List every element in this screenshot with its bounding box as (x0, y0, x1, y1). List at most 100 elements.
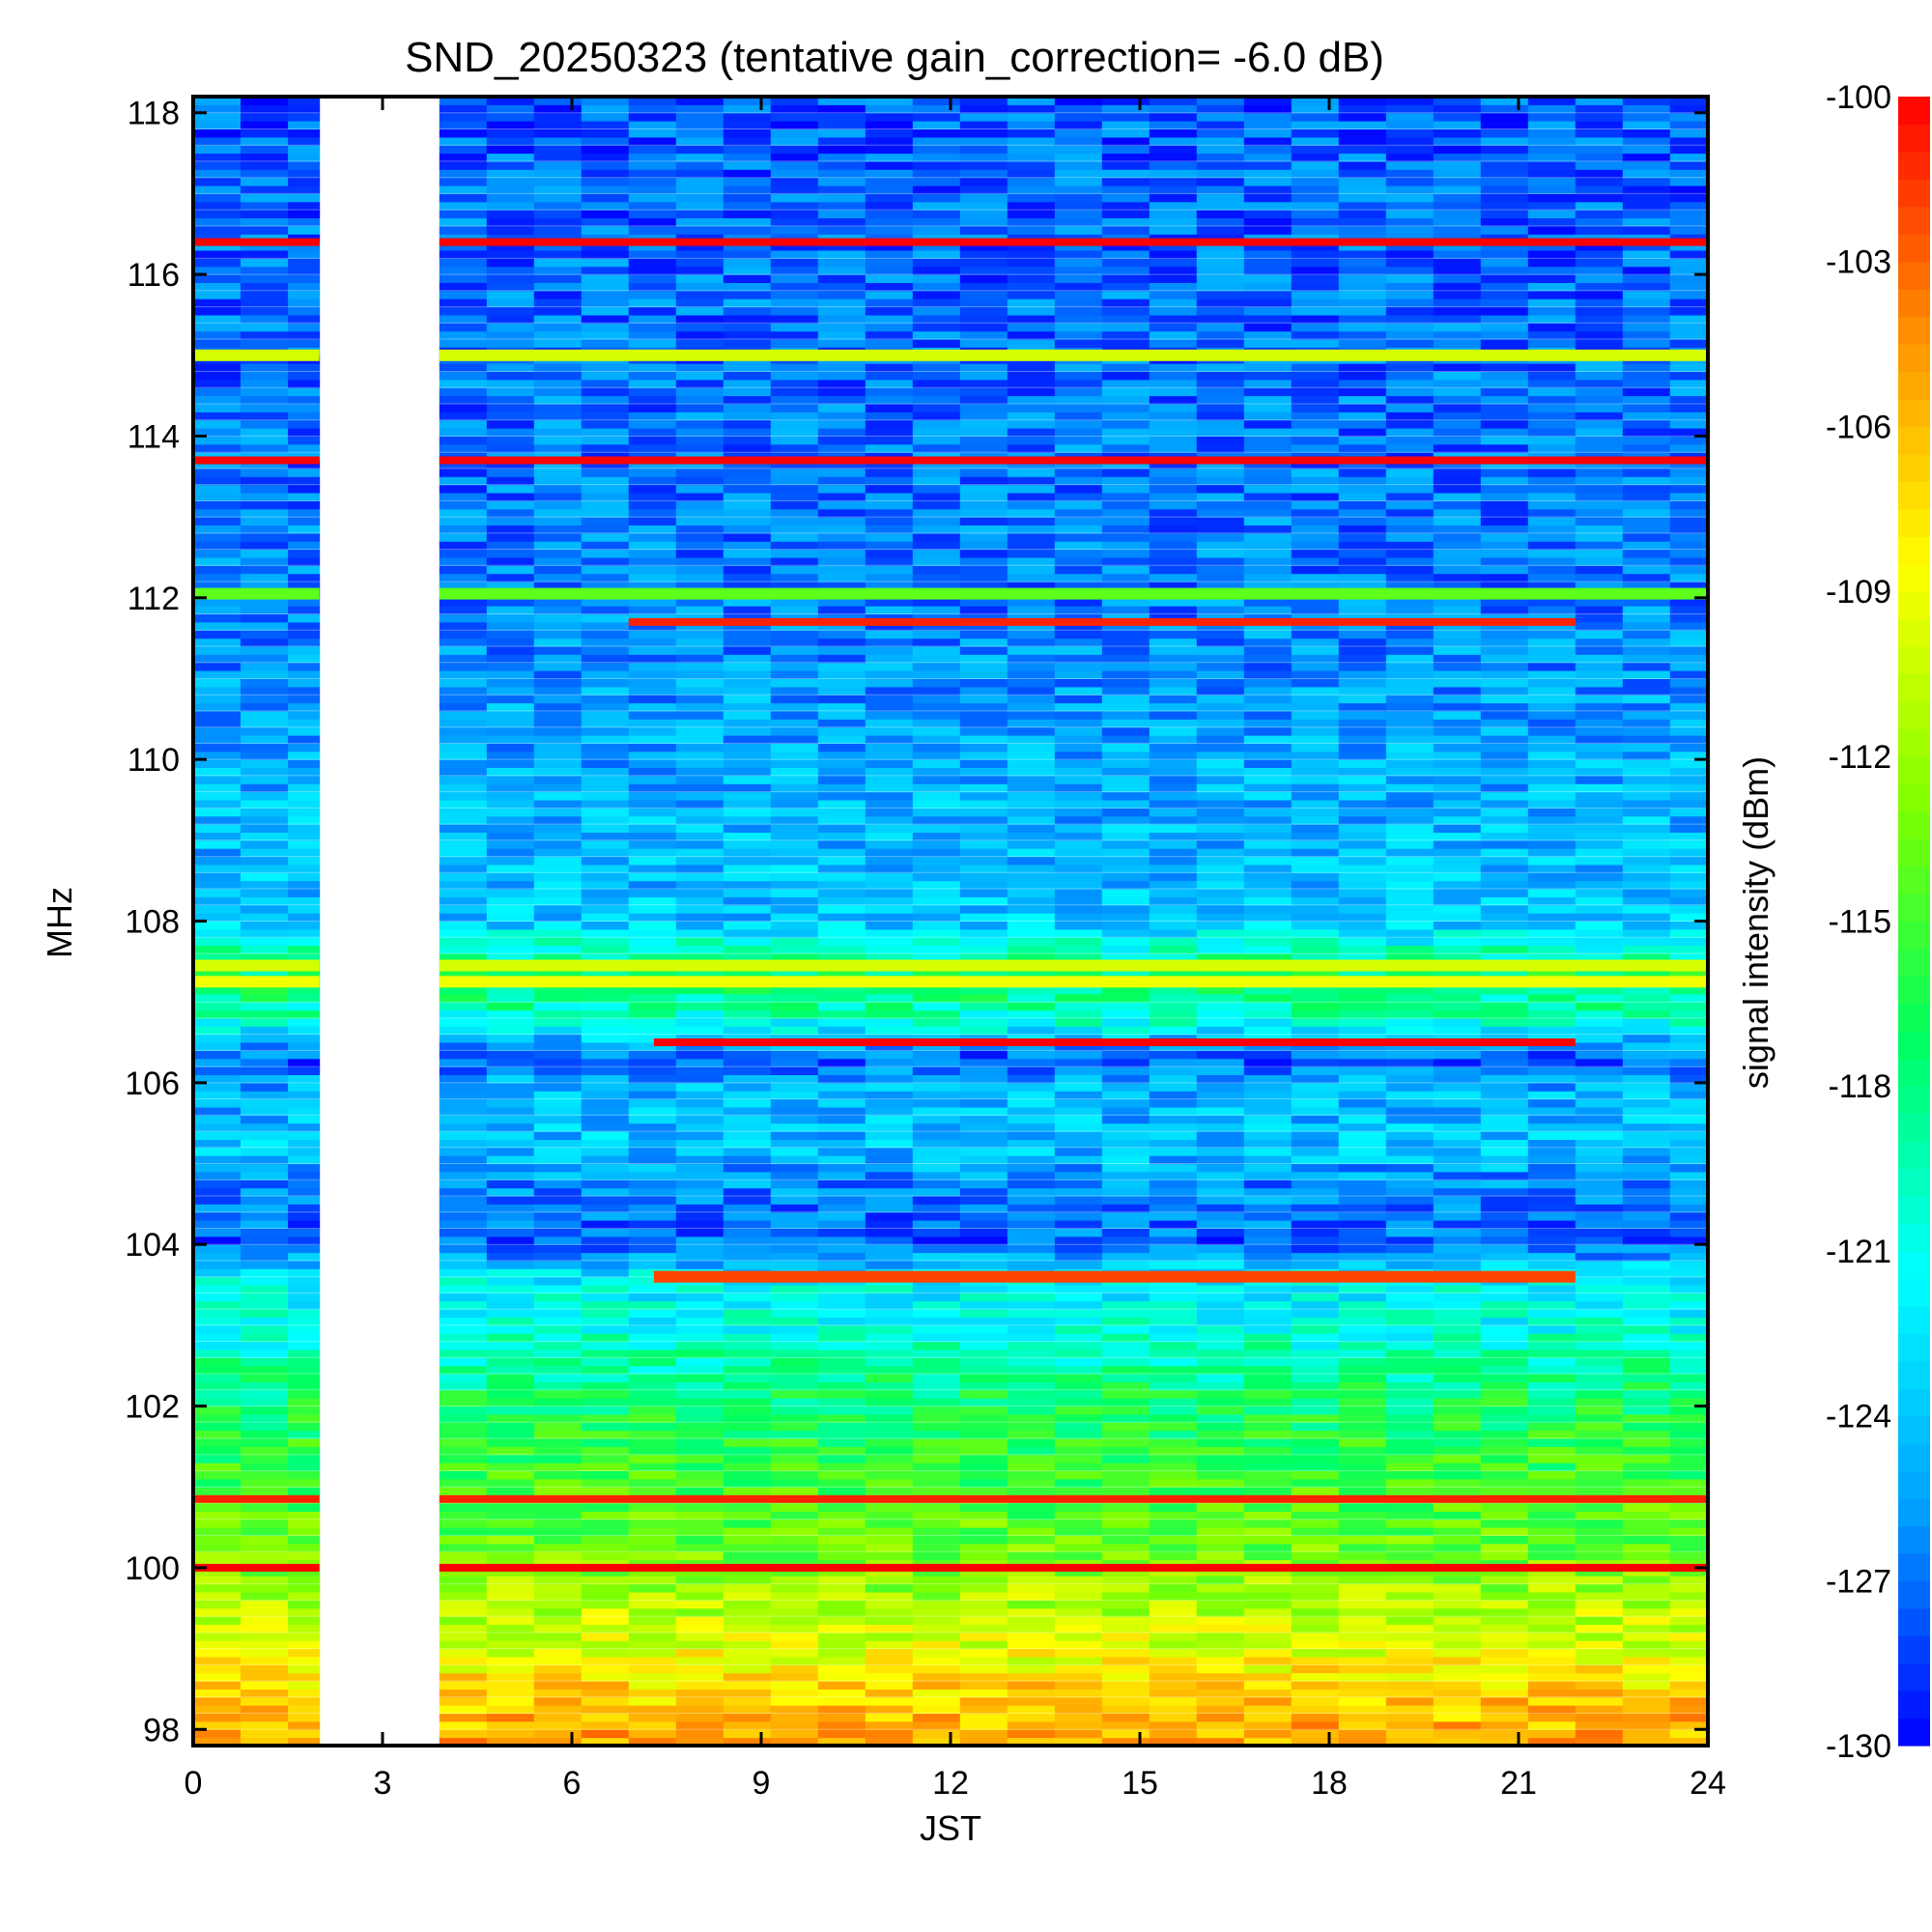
heatmap-cell (1669, 1406, 1709, 1415)
heatmap-cell (817, 686, 867, 696)
heatmap-cell (581, 654, 630, 664)
heatmap-cell (581, 1365, 630, 1375)
heatmap-cell (1338, 945, 1387, 954)
heatmap-cell (439, 557, 488, 566)
heatmap-cell (1196, 1155, 1245, 1165)
heatmap-cell (1338, 695, 1387, 704)
heatmap-cell (193, 1478, 242, 1488)
heatmap-cell (770, 751, 819, 760)
heatmap-cell (486, 1446, 535, 1456)
heatmap-cell (1575, 1381, 1624, 1391)
heatmap-cell (1243, 630, 1293, 639)
heatmap-cell (1622, 1681, 1671, 1690)
heatmap-cell (1054, 686, 1103, 696)
heatmap-cell (486, 1107, 535, 1116)
heatmap-cell (193, 1058, 242, 1067)
heatmap-cell (288, 1624, 321, 1634)
heatmap-cell (1101, 767, 1151, 777)
heatmap-cell (1480, 953, 1529, 962)
heatmap-cell (1243, 484, 1293, 494)
heatmap-cell (1433, 1640, 1482, 1650)
heatmap-cell (628, 767, 677, 777)
heatmap-cell (1433, 775, 1482, 784)
heatmap-cell (817, 1098, 867, 1108)
heatmap-cell (1149, 1406, 1198, 1415)
heatmap-cell (817, 1398, 867, 1407)
heatmap-cell (1054, 582, 1103, 590)
heatmap-cell (486, 1664, 535, 1674)
heatmap-cell (1480, 1664, 1529, 1674)
heatmap-cell (1054, 702, 1103, 712)
heatmap-cell (628, 1017, 677, 1027)
heatmap-cell (533, 913, 582, 922)
heatmap-cell (241, 1293, 289, 1302)
heatmap-cell (193, 686, 242, 696)
heatmap-cell (1243, 621, 1293, 631)
heatmap-cell (1243, 1211, 1293, 1221)
heatmap-cell (865, 808, 914, 817)
heatmap-cell (1622, 880, 1671, 890)
heatmap-cell (675, 848, 724, 858)
heatmap-cell (581, 1478, 630, 1488)
heatmap-cell (1007, 1026, 1056, 1036)
heatmap-cell (581, 1236, 630, 1245)
heatmap-cell (817, 443, 867, 453)
heatmap-cell (533, 864, 582, 873)
heatmap-cell (1669, 1091, 1709, 1100)
heatmap-cell (1338, 1487, 1387, 1496)
heatmap-cell (959, 557, 1009, 566)
heatmap-cell (1007, 1317, 1056, 1326)
heatmap-cell (533, 969, 582, 979)
heatmap-cell (241, 1163, 289, 1173)
heatmap-cell (241, 1268, 289, 1278)
heatmap-cell (533, 419, 582, 429)
heatmap-cell (1622, 1333, 1671, 1343)
heatmap-cell (1527, 864, 1577, 873)
heatmap-cell (1196, 1681, 1245, 1690)
heatmap-cell (1527, 1640, 1577, 1650)
heatmap-cell (1480, 1374, 1529, 1382)
heatmap-cell (770, 969, 819, 979)
heatmap-cell (533, 937, 582, 947)
heatmap-cell (241, 428, 289, 437)
heatmap-cell (1622, 1527, 1671, 1536)
heatmap-cell (959, 928, 1009, 938)
heatmap-cell (1101, 1713, 1151, 1722)
heatmap-cell (1054, 1244, 1103, 1254)
heatmap-cell (912, 1139, 961, 1149)
heatmap-cell (675, 1009, 724, 1019)
heatmap-cell (1385, 686, 1435, 696)
heatmap-cell (1622, 412, 1671, 421)
heatmap-cell (1527, 1252, 1577, 1262)
heatmap-cell (1338, 856, 1387, 866)
heatmap-cell (1149, 1672, 1198, 1682)
heatmap-cell (486, 1187, 535, 1197)
heatmap-cell (1480, 864, 1529, 873)
heatmap-cell (486, 1551, 535, 1561)
heatmap-cell (1101, 1737, 1151, 1747)
heatmap-cell (723, 1398, 772, 1407)
heatmap-cell (1433, 1091, 1482, 1100)
heatmap-cell (1433, 404, 1482, 412)
heatmap-cell (1669, 832, 1709, 841)
heatmap-cell (288, 800, 321, 809)
heatmap-cell (1338, 541, 1387, 551)
heatmap-cell (817, 937, 867, 947)
heatmap-cell (912, 953, 961, 962)
heatmap-cell (1291, 565, 1340, 575)
heatmap-cell (1385, 1470, 1435, 1480)
heatmap-cell (865, 493, 914, 501)
heatmap-cell (1149, 1689, 1198, 1698)
heatmap-cell (675, 573, 724, 582)
heatmap-cell (1291, 1147, 1340, 1156)
heatmap-cell (1149, 751, 1198, 760)
heatmap-cell (770, 1171, 819, 1180)
heatmap-cell (1622, 872, 1671, 882)
heatmap-cell (1669, 493, 1709, 501)
heatmap-cell (1480, 1672, 1529, 1682)
heatmap-cell (1291, 1519, 1340, 1528)
heatmap-cell (1054, 1543, 1103, 1552)
heatmap-cell (1433, 1632, 1482, 1641)
heatmap-cell (1433, 508, 1482, 518)
heatmap-cell (1480, 1300, 1529, 1310)
